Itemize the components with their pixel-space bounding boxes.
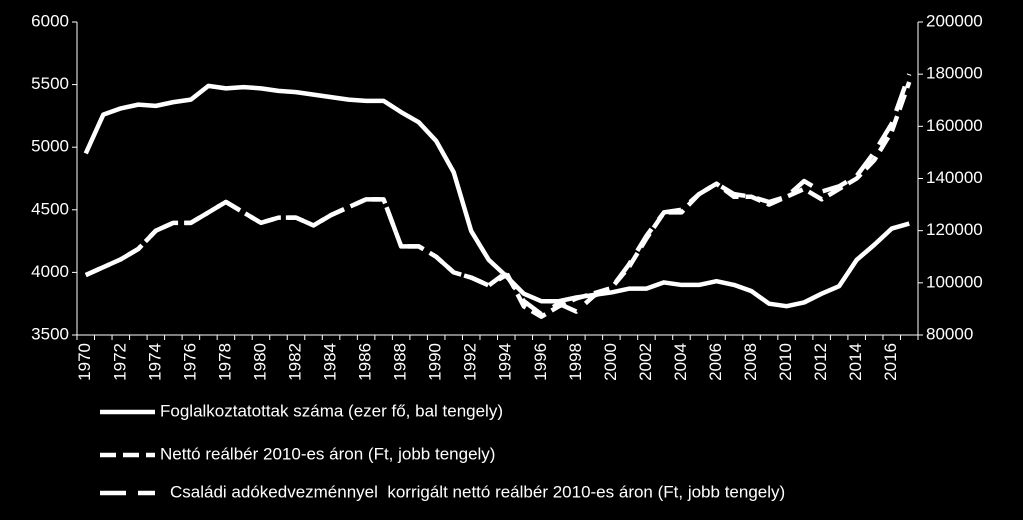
x-tick-label: 1984 — [321, 343, 340, 381]
x-tick-label: 1992 — [461, 343, 480, 381]
x-tick-label: 2010 — [776, 343, 795, 381]
y2-tick-label: 180000 — [926, 64, 983, 83]
x-tick-label: 1970 — [75, 343, 94, 381]
y2-tick-label: 200000 — [926, 11, 983, 30]
series-line — [84, 73, 912, 317]
x-tick-label: 2000 — [601, 343, 620, 381]
y2-tick-label: 120000 — [926, 220, 983, 239]
x-tick-label: 1994 — [496, 343, 515, 381]
y-tick-label: 3500 — [31, 324, 69, 343]
legend-label: Foglalkoztatottak száma (ezer fő, bal te… — [160, 401, 503, 420]
x-tick-label: 1978 — [215, 343, 234, 381]
y2-tick-label: 100000 — [926, 272, 983, 291]
y-tick-label: 4000 — [31, 262, 69, 281]
y-tick-label: 5500 — [31, 74, 69, 93]
x-tick-label: 2014 — [846, 343, 865, 381]
x-tick-label: 1990 — [426, 343, 445, 381]
y-tick-label: 6000 — [31, 11, 69, 30]
x-tick-label: 1988 — [391, 343, 410, 381]
x-tick-label: 2006 — [706, 343, 725, 381]
x-tick-label: 1974 — [145, 343, 164, 381]
y-tick-label: 4500 — [31, 199, 69, 218]
y2-tick-label: 80000 — [926, 324, 973, 343]
x-tick-label: 1982 — [285, 343, 304, 381]
y-tick-label: 5000 — [31, 137, 69, 156]
x-tick-label: 1998 — [566, 343, 585, 381]
x-tick-label: 2012 — [811, 343, 830, 381]
x-tick-label: 1972 — [110, 343, 129, 381]
x-tick-label: 1980 — [250, 343, 269, 381]
x-tick-label: 1976 — [180, 343, 199, 381]
y2-tick-label: 140000 — [926, 168, 983, 187]
x-tick-label: 1986 — [356, 343, 375, 381]
x-tick-label: 2002 — [636, 343, 655, 381]
x-tick-label: 1996 — [531, 343, 550, 381]
series-line — [83, 83, 910, 309]
legend-label: Nettó reálbér 2010-es áron (Ft, jobb ten… — [160, 444, 495, 463]
x-tick-label: 2008 — [741, 343, 760, 381]
x-tick-label: 2004 — [671, 343, 690, 381]
legend-label: Családi adókedvezménnyel korrigált nettó… — [170, 482, 785, 501]
y2-tick-label: 160000 — [926, 116, 983, 135]
x-tick-label: 2016 — [881, 343, 900, 381]
